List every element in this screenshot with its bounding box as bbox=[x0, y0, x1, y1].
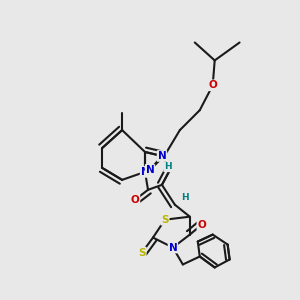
Text: N: N bbox=[158, 151, 166, 161]
Text: H: H bbox=[181, 193, 189, 202]
Text: O: O bbox=[197, 220, 206, 230]
Text: O: O bbox=[208, 80, 217, 90]
Text: S: S bbox=[161, 215, 169, 225]
Text: O: O bbox=[131, 195, 140, 205]
Text: H: H bbox=[164, 162, 172, 171]
Text: N: N bbox=[141, 167, 149, 177]
Text: S: S bbox=[138, 248, 146, 257]
Text: N: N bbox=[169, 242, 177, 253]
Text: N: N bbox=[146, 165, 154, 175]
